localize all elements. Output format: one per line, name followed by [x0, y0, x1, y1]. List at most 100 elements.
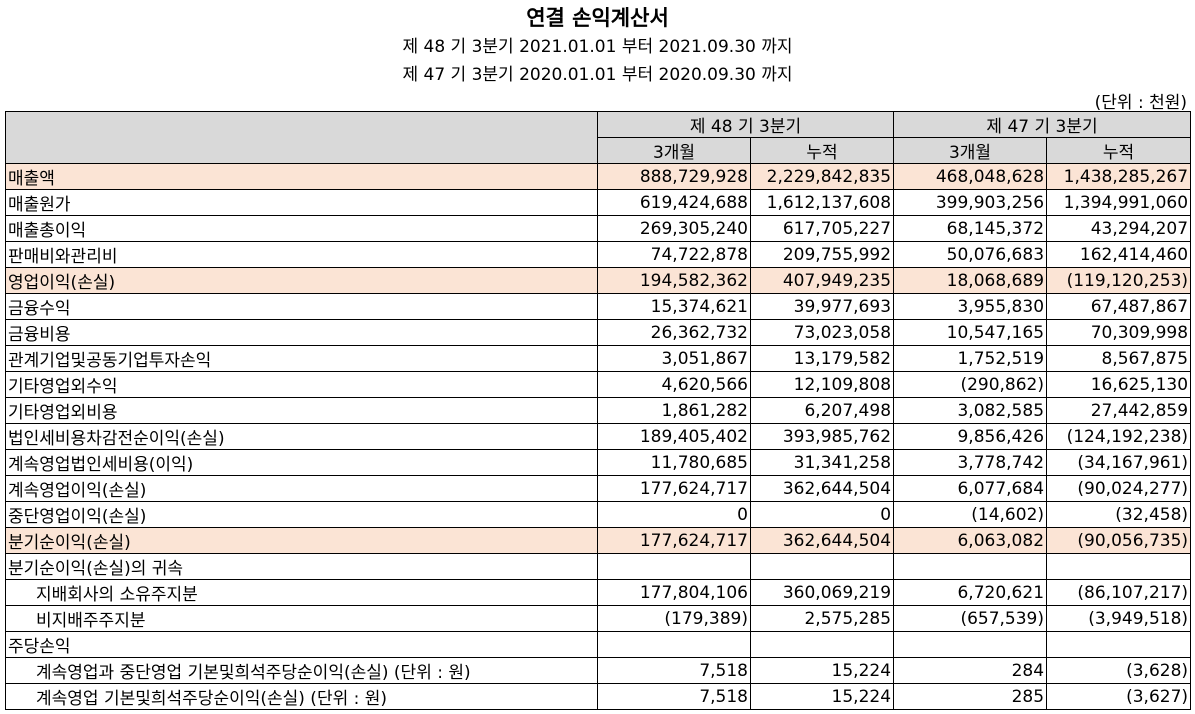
unit-label: (단위 : 천원)	[1094, 93, 1187, 113]
table-row: 계속영업법인세비용(이익) 11,780,685 31,341,258 3,77…	[5, 449, 1192, 476]
value-cell	[597, 631, 751, 658]
table-row: 매출액 888,729,928 2,229,842,835 468,048,62…	[5, 163, 1192, 190]
value-cell: 9,856,426	[893, 423, 1048, 450]
header-period-prior: 제 47 기 3분기	[893, 111, 1192, 138]
value-cell	[1046, 553, 1192, 580]
value-cell: (14,602)	[893, 501, 1048, 528]
table-row: 계속영업과 중단영업 기본및희석주당순이익(손실) (단위 : 원) 7,518…	[5, 657, 1192, 684]
value-cell: (119,120,253)	[1046, 267, 1192, 294]
header-row-subcolumns: 3개월 누적 3개월 누적	[6, 137, 1192, 164]
value-cell: 1,752,519	[893, 345, 1048, 372]
value-cell: 15,224	[749, 683, 895, 710]
table-row: 관계기업및공동기업투자손익 3,051,867 13,179,582 1,752…	[5, 345, 1192, 372]
account-label: 계속영업 기본및희석주당순이익(손실) (단위 : 원)	[5, 683, 598, 710]
value-cell: (90,024,277)	[1046, 475, 1192, 502]
value-cell: 407,949,235	[749, 267, 895, 294]
value-cell: 362,644,504	[749, 527, 895, 554]
statement-title: 연결 손익계산서	[526, 6, 669, 30]
value-cell: 10,547,165	[893, 319, 1048, 346]
value-cell: 362,644,504	[749, 475, 895, 502]
account-label: 계속영업이익(손실)	[5, 475, 598, 502]
value-cell: 27,442,859	[1046, 397, 1192, 424]
value-cell: 31,341,258	[749, 449, 895, 476]
table-row: 비지배주주지분 (179,389) 2,575,285 (657,539) (3…	[5, 605, 1192, 632]
account-label: 매출총이익	[5, 215, 598, 242]
value-cell: 194,582,362	[597, 267, 751, 294]
header-account-cell	[5, 111, 598, 164]
table-row: 매출총이익 269,305,240 617,705,227 68,145,372…	[5, 215, 1192, 242]
account-label: 기타영업외수익	[5, 371, 598, 398]
account-label: 관계기업및공동기업투자손익	[5, 345, 598, 372]
value-cell: 617,705,227	[749, 215, 895, 242]
value-cell: 3,051,867	[597, 345, 751, 372]
value-cell: 1,612,137,608	[749, 189, 895, 216]
table-row: 판매비와관리비 74,722,878 209,755,992 50,076,68…	[5, 241, 1192, 268]
value-cell: 177,624,717	[597, 475, 751, 502]
value-cell: (657,539)	[893, 605, 1048, 632]
value-cell: 269,305,240	[597, 215, 751, 242]
value-cell: 43,294,207	[1046, 215, 1192, 242]
header-cumulative-current: 누적	[749, 137, 895, 164]
value-cell	[1046, 631, 1192, 658]
value-cell: 284	[893, 657, 1048, 684]
value-cell: 6,077,684	[893, 475, 1048, 502]
value-cell: 1,394,991,060	[1046, 189, 1192, 216]
table-row: 영업이익(손실) 194,582,362 407,949,235 18,068,…	[5, 267, 1192, 294]
table-row: 기타영업외비용 1,861,282 6,207,498 3,082,585 27…	[5, 397, 1192, 424]
account-label: 기타영업외비용	[5, 397, 598, 424]
header-3month-prior: 3개월	[893, 137, 1048, 164]
value-cell: 0	[597, 501, 751, 528]
table-row: 계속영업이익(손실) 177,624,717 362,644,504 6,077…	[5, 475, 1192, 502]
value-cell: (90,056,735)	[1046, 527, 1192, 554]
value-cell: 285	[893, 683, 1048, 710]
account-label: 지배회사의 소유주지분	[5, 579, 598, 606]
value-cell: 18,068,689	[893, 267, 1048, 294]
value-cell: (290,862)	[893, 371, 1048, 398]
value-cell: 15,224	[749, 657, 895, 684]
header-cumulative-prior: 누적	[1046, 137, 1192, 164]
header-row-periods: 제 48 기 3분기 제 47 기 3분기	[5, 111, 1192, 164]
value-cell: (3,628)	[1046, 657, 1192, 684]
account-label: 판매비와관리비	[5, 241, 598, 268]
value-cell: 6,720,621	[893, 579, 1048, 606]
account-label: 계속영업과 중단영업 기본및희석주당순이익(손실) (단위 : 원)	[5, 657, 598, 684]
value-cell: 360,069,219	[749, 579, 895, 606]
account-label: 금융비용	[5, 319, 598, 346]
value-cell: (124,192,238)	[1046, 423, 1192, 450]
value-cell	[597, 553, 751, 580]
table-row: 중단영업이익(손실) 0 0 (14,602) (32,458)	[5, 501, 1192, 528]
table-row: 주당손익	[5, 631, 1192, 658]
value-cell: 8,567,875	[1046, 345, 1192, 372]
value-cell: 70,309,998	[1046, 319, 1192, 346]
table-row: 금융수익 15,374,621 39,977,693 3,955,830 67,…	[5, 293, 1192, 320]
value-cell: 3,955,830	[893, 293, 1048, 320]
table-row: 금융비용 26,362,732 73,023,058 10,547,165 70…	[5, 319, 1192, 346]
value-cell: 888,729,928	[597, 163, 751, 190]
current-period: 제 48 기 3분기 2021.01.01 부터 2021.09.30 까지	[402, 37, 793, 57]
value-cell: 15,374,621	[597, 293, 751, 320]
value-cell: 3,778,742	[893, 449, 1048, 476]
table-row: 법인세비용차감전순이익(손실) 189,405,402 393,985,762 …	[5, 423, 1192, 450]
value-cell: 177,804,106	[597, 579, 751, 606]
value-cell: 39,977,693	[749, 293, 895, 320]
value-cell: 7,518	[597, 683, 751, 710]
value-cell: 1,438,285,267	[1046, 163, 1192, 190]
value-cell: 11,780,685	[597, 449, 751, 476]
value-cell: 4,620,566	[597, 371, 751, 398]
account-label: 매출액	[5, 163, 598, 190]
value-cell: 68,145,372	[893, 215, 1048, 242]
value-cell: 3,082,585	[893, 397, 1048, 424]
account-label: 분기순이익(손실)	[5, 527, 598, 554]
value-cell: 2,229,842,835	[749, 163, 895, 190]
prior-period: 제 47 기 3분기 2020.01.01 부터 2020.09.30 까지	[402, 65, 793, 85]
account-label: 금융수익	[5, 293, 598, 320]
table-row: 계속영업 기본및희석주당순이익(손실) (단위 : 원) 7,518 15,22…	[5, 683, 1192, 710]
value-cell: (179,389)	[597, 605, 751, 632]
table-row: 지배회사의 소유주지분 177,804,106 360,069,219 6,72…	[5, 579, 1192, 606]
table-row: 매출원가 619,424,688 1,612,137,608 399,903,2…	[5, 189, 1192, 216]
table-row: 분기순이익(손실) 177,624,717 362,644,504 6,063,…	[5, 527, 1192, 554]
account-label: 주당손익	[5, 631, 598, 658]
value-cell: (32,458)	[1046, 501, 1192, 528]
value-cell: 6,063,082	[893, 527, 1048, 554]
value-cell: 1,861,282	[597, 397, 751, 424]
